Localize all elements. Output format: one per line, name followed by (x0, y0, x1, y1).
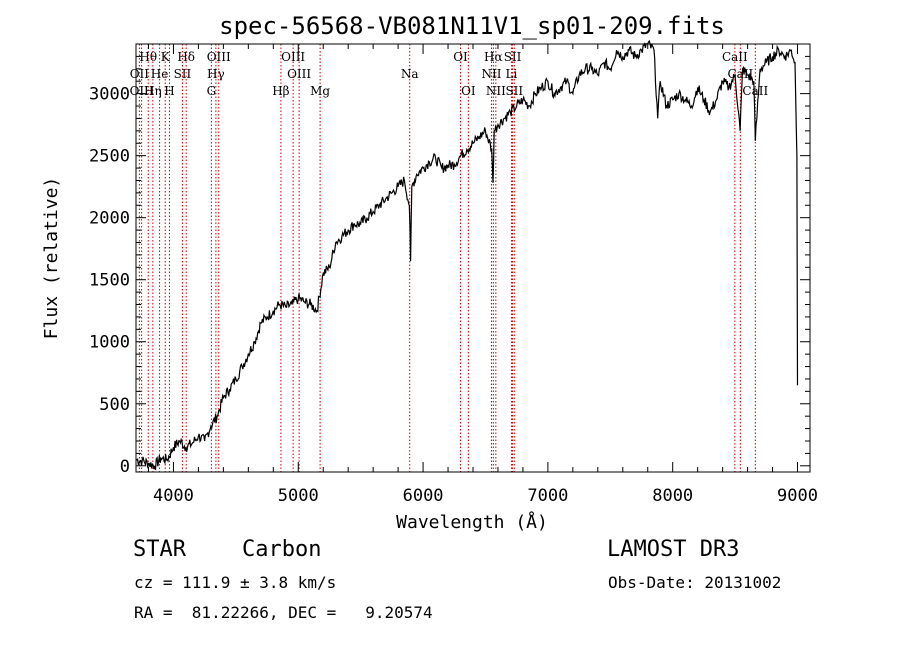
y-tick-label: 500 (99, 395, 130, 415)
line-label: Hθ (139, 50, 157, 64)
line-label: NII (486, 84, 506, 98)
line-label: SII (505, 84, 523, 98)
line-label: He (151, 67, 169, 81)
line-label: G (207, 84, 217, 98)
line-label: K (161, 50, 171, 64)
line-label: SII (174, 67, 192, 81)
y-tick-label: 1500 (89, 271, 130, 291)
redshift-velocity: cz = 111.9 ± 3.8 km/s (134, 573, 337, 592)
x-tick-label: 6000 (403, 486, 444, 506)
object-subclass: Carbon (242, 537, 322, 562)
line-label: Hα (484, 50, 503, 64)
x-tick-label: 9000 (777, 486, 818, 506)
y-axis-label: Flux (relative) (41, 177, 62, 340)
line-label: CaII (727, 67, 753, 81)
x-axis-label: Wavelength (Å) (396, 511, 548, 533)
line-label: Hδ (177, 50, 195, 64)
line-label: CaII (742, 84, 768, 98)
x-tick-label: 8000 (652, 486, 693, 506)
line-label: Na (401, 67, 419, 81)
x-tick-label: 7000 (527, 486, 568, 506)
line-label: NII (481, 67, 501, 81)
line-label: SII (504, 50, 522, 64)
y-tick-label: 3000 (89, 85, 130, 105)
spectral-line-markers (138, 44, 756, 472)
line-label: Mg (310, 84, 330, 98)
chart-title: spec-56568-VB081N11V1_sp01-209.fits (219, 12, 725, 40)
line-label: OIII (281, 50, 305, 64)
line-label: Hγ (207, 67, 225, 81)
y-tick-label: 0 (120, 457, 130, 477)
y-tick-label: 1000 (89, 333, 130, 353)
survey-name: LAMOST DR3 (607, 537, 740, 562)
line-label: Hη (144, 84, 162, 98)
y-axis-ticks: 0 500 1000 1500 2000 2500 3000 (89, 55, 810, 477)
y-tick-label: 2000 (89, 209, 130, 229)
line-label: OI (453, 50, 468, 64)
line-label: OIII (207, 50, 231, 64)
line-label: OI (461, 84, 476, 98)
line-label: CaII (722, 50, 748, 64)
line-label: OIII (287, 67, 311, 81)
x-tick-label: 4000 (153, 486, 194, 506)
observation-date: Obs-Date: 20131002 (608, 573, 782, 592)
line-label: Li (506, 67, 518, 81)
spectrum-line (135, 39, 799, 471)
line-label: Hβ (272, 84, 289, 98)
line-label: OII (130, 67, 150, 81)
y-tick-label: 2500 (89, 147, 130, 167)
line-label: H (164, 84, 174, 98)
coordinates: RA = 81.22266, DEC = 9.20574 (134, 603, 433, 622)
plot-frame (135, 43, 811, 473)
x-tick-label: 5000 (278, 486, 319, 506)
object-class: STAR (133, 537, 186, 562)
x-axis-ticks: 4000 5000 6000 7000 8000 9000 (147, 44, 818, 506)
